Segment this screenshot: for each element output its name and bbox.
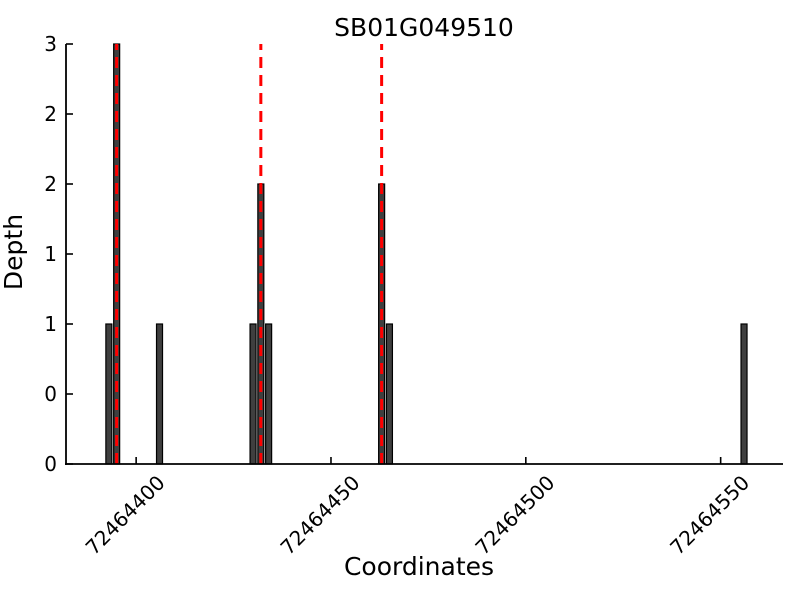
y-tick-label: 0 <box>44 382 57 406</box>
x-tick-label: 72464400 <box>81 471 170 560</box>
bar <box>740 323 748 465</box>
x-tick-label: 72464550 <box>665 471 754 560</box>
bars-layer <box>105 43 748 465</box>
y-tick-label: 1 <box>44 242 57 266</box>
axes-layer <box>65 44 783 465</box>
y-axis-label: Depth <box>0 214 28 290</box>
x-tick-label: 72464450 <box>276 471 365 560</box>
marker-lines-layer <box>115 44 384 464</box>
bar <box>105 323 113 465</box>
y-tick-label: 2 <box>44 102 57 126</box>
y-tick-label: 3 <box>44 32 57 56</box>
chart-title: SB01G049510 <box>334 13 514 42</box>
x-tick-label: 72464500 <box>470 471 559 560</box>
ticks-layer: 0 0 1 1 2 2 3 72464400 72464450 72464500 72464550 <box>44 32 754 560</box>
bar <box>385 323 394 465</box>
y-tick-label: 0 <box>44 452 57 476</box>
bar <box>249 323 257 465</box>
bar <box>155 323 164 465</box>
x-axis-label: Coordinates <box>344 552 494 581</box>
y-tick-label: 2 <box>44 172 57 196</box>
bar <box>265 323 273 465</box>
y-tick-label: 1 <box>44 312 57 336</box>
